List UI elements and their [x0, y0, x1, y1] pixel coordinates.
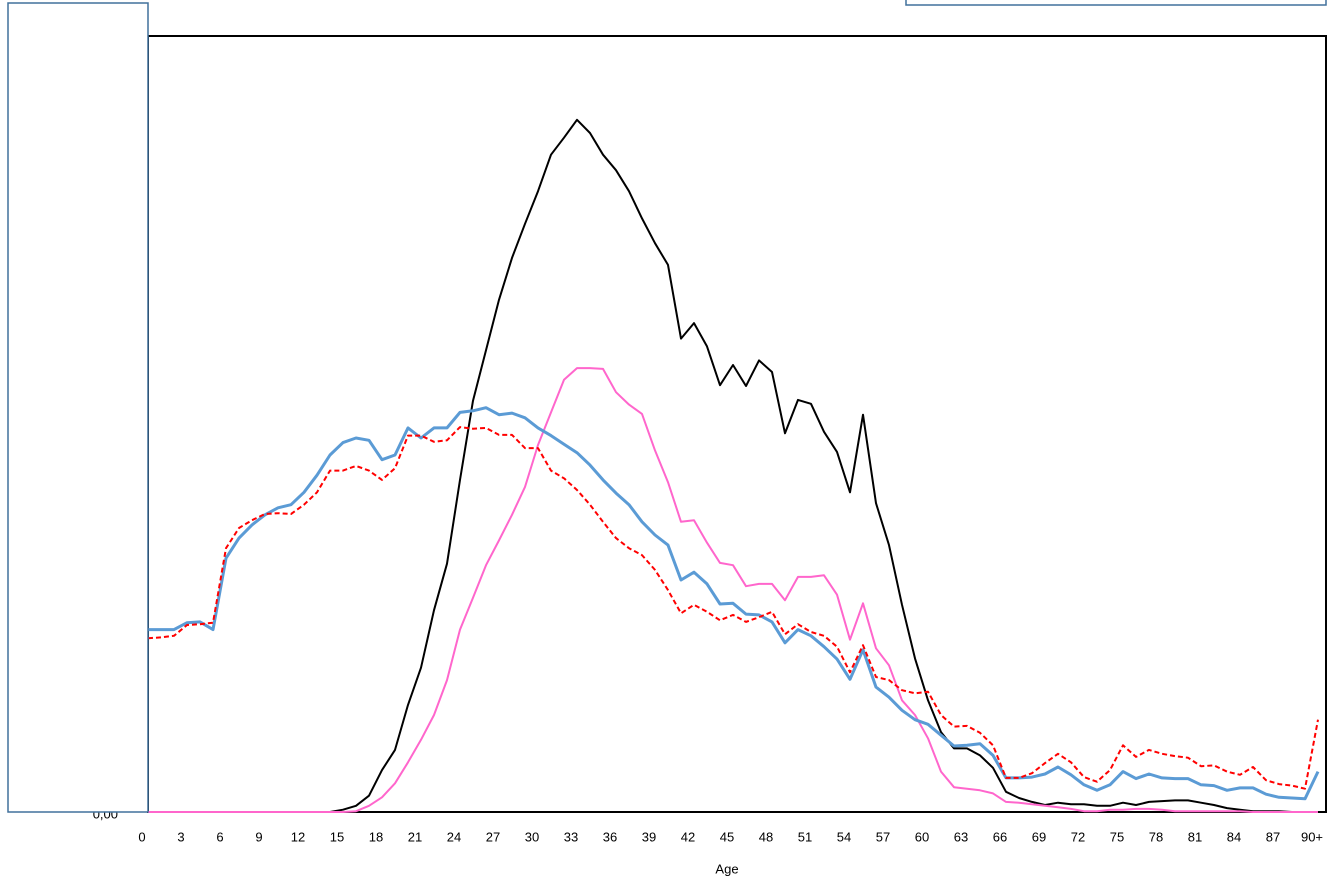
x-tick-label: 63	[954, 829, 968, 844]
x-tick-label: 75	[1110, 829, 1124, 844]
x-tick-label: 69	[1032, 829, 1046, 844]
x-tick-label: 66	[993, 829, 1007, 844]
x-tick-label: 57	[876, 829, 890, 844]
x-tick-label: 33	[564, 829, 578, 844]
x-tick-label: 42	[681, 829, 695, 844]
x-tick-label: 0	[138, 829, 145, 844]
series-line	[148, 406, 1320, 801]
x-tick-label: 78	[1149, 829, 1163, 844]
x-tick-label: 21	[408, 829, 422, 844]
x-tick-label: 24	[447, 829, 461, 844]
x-tick-label: 51	[798, 829, 812, 844]
series-line	[148, 367, 1318, 813]
cover-box	[7, 2, 149, 813]
x-tick-label: 12	[291, 829, 305, 844]
x-tick-label: 9	[255, 829, 262, 844]
x-tick-label: 27	[486, 829, 500, 844]
x-tick-label: 15	[330, 829, 344, 844]
overlay	[7, 0, 1327, 813]
x-tick-label: 60	[915, 829, 929, 844]
x-tick-label: 36	[603, 829, 617, 844]
series-line	[147, 426, 1319, 790]
x-tick-label: 84	[1227, 829, 1241, 844]
x-tick-label: 39	[642, 829, 656, 844]
plot-area	[147, 118, 1320, 813]
x-tick-label: 3	[177, 829, 184, 844]
x-tick-label: 48	[759, 829, 773, 844]
x-tick-label: 90+	[1301, 829, 1323, 844]
x-tick-label: 54	[837, 829, 851, 844]
series-line	[148, 118, 1318, 813]
x-tick-label: 81	[1188, 829, 1202, 844]
x-tick-label: 87	[1266, 829, 1280, 844]
plot-frame	[147, 35, 1327, 813]
x-axis-title: Age	[715, 861, 738, 876]
x-tick-label: 72	[1071, 829, 1085, 844]
x-tick-label: 45	[720, 829, 734, 844]
cover-box	[905, 0, 1327, 6]
x-tick-label: 30	[525, 829, 539, 844]
x-tick-label: 18	[369, 829, 383, 844]
x-tick-label: 6	[216, 829, 223, 844]
